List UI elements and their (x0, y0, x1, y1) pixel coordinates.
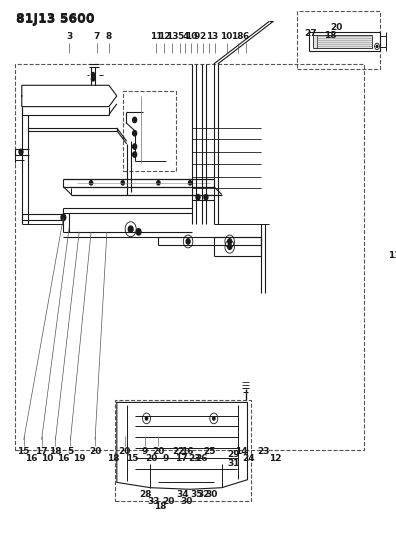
Circle shape (133, 131, 137, 136)
Text: 32: 32 (198, 490, 210, 499)
Text: 23: 23 (257, 447, 270, 456)
Text: 20: 20 (145, 454, 158, 463)
Text: 17: 17 (35, 447, 48, 456)
Text: 23: 23 (188, 454, 201, 463)
Circle shape (133, 144, 137, 149)
Text: 81J13 5600: 81J13 5600 (16, 12, 95, 25)
Text: 29: 29 (227, 450, 240, 459)
Text: 15: 15 (126, 454, 139, 463)
Text: 31: 31 (227, 459, 240, 469)
Circle shape (89, 181, 93, 185)
Text: 9: 9 (141, 447, 148, 456)
Text: 6: 6 (242, 32, 249, 41)
Circle shape (186, 239, 190, 244)
Text: 4: 4 (182, 32, 188, 41)
Text: 27: 27 (305, 29, 317, 38)
Text: 3: 3 (211, 32, 218, 41)
Text: 15: 15 (17, 447, 30, 456)
Circle shape (145, 417, 148, 420)
Text: 7: 7 (94, 32, 100, 41)
Circle shape (91, 72, 95, 77)
Circle shape (91, 77, 95, 81)
Text: 30: 30 (180, 497, 192, 506)
Circle shape (61, 214, 66, 221)
Circle shape (204, 195, 208, 200)
Text: 1: 1 (206, 32, 212, 41)
Text: 34: 34 (177, 490, 189, 499)
Text: 14: 14 (235, 447, 248, 456)
Text: 9: 9 (162, 454, 169, 463)
Text: 13: 13 (166, 32, 179, 41)
Text: 9: 9 (194, 32, 200, 41)
Circle shape (188, 181, 192, 185)
Text: 33: 33 (147, 497, 160, 506)
Text: 18: 18 (231, 32, 244, 41)
Text: 5: 5 (67, 447, 74, 456)
Text: 8: 8 (106, 32, 112, 41)
Circle shape (213, 417, 215, 420)
Text: 10: 10 (220, 32, 233, 41)
Text: 5: 5 (177, 32, 183, 41)
Text: 3: 3 (66, 32, 72, 41)
Text: 20: 20 (152, 447, 165, 456)
Circle shape (19, 149, 23, 155)
Text: 35: 35 (190, 490, 203, 499)
Text: 18: 18 (324, 31, 337, 40)
Text: 11: 11 (388, 252, 396, 260)
Text: 18: 18 (154, 502, 167, 511)
Text: 12: 12 (158, 32, 171, 41)
Circle shape (128, 226, 133, 232)
Text: 20: 20 (89, 447, 101, 456)
Circle shape (228, 244, 232, 249)
Polygon shape (313, 35, 372, 48)
Text: 16: 16 (25, 454, 37, 463)
Text: 17: 17 (175, 454, 188, 463)
Text: 81J13 5600: 81J13 5600 (16, 13, 95, 26)
Text: 18: 18 (107, 454, 119, 463)
Text: 22: 22 (172, 447, 185, 456)
Text: 12: 12 (269, 454, 282, 463)
Text: 25: 25 (204, 447, 216, 456)
Text: 20: 20 (162, 497, 175, 506)
Text: 28: 28 (139, 490, 152, 499)
Text: 19: 19 (73, 454, 86, 463)
Circle shape (136, 229, 141, 235)
Circle shape (133, 152, 137, 157)
Text: 18: 18 (49, 447, 62, 456)
Text: 16: 16 (181, 447, 193, 456)
Circle shape (228, 239, 232, 244)
Circle shape (157, 181, 160, 185)
Text: 10: 10 (185, 32, 197, 41)
Text: 26: 26 (196, 454, 208, 463)
Text: 10: 10 (41, 454, 54, 463)
Circle shape (121, 181, 124, 185)
Text: 11: 11 (150, 32, 163, 41)
Text: 2: 2 (200, 32, 206, 41)
Circle shape (196, 195, 200, 200)
Text: 16: 16 (57, 454, 70, 463)
Text: 30: 30 (206, 490, 218, 499)
Circle shape (376, 45, 378, 47)
Text: 20: 20 (118, 447, 131, 456)
Text: 20: 20 (330, 23, 343, 32)
Text: 24: 24 (242, 454, 255, 463)
Circle shape (133, 117, 137, 123)
